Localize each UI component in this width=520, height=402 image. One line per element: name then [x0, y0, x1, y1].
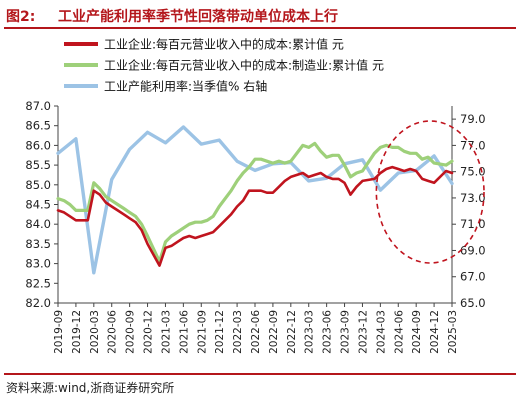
series-line-1 [56, 141, 454, 264]
x-tick-label: 2022-03 [232, 310, 244, 354]
x-tick-label: 2019-09 [53, 310, 65, 354]
y-left-tick-label: 83.5 [25, 237, 51, 251]
figure-number: 图2: [6, 9, 36, 25]
x-tick-label: 2023-03 [304, 310, 316, 354]
x-tick-label: 2021-03 [160, 310, 172, 354]
y-right-tick-label: 79.0 [460, 112, 486, 126]
legend-label: 工业产能利用率:当季值% 右轴 [104, 79, 267, 94]
legend-label: 工业企业:每百元营业收入中的成本:制造业:累计值 元 [104, 58, 384, 73]
x-tick-label: 2021-06 [178, 310, 190, 354]
y-right-tick-label: 65.0 [460, 296, 486, 310]
y-left-tick-label: 85.5 [25, 158, 51, 172]
series-layer [56, 125, 454, 275]
x-tick-label: 2024-09 [411, 310, 423, 354]
x-tick-label: 2020-06 [107, 310, 119, 354]
line-chart: 82.0 82.5 83.0 83.5 84.0 84.5 85.0 85.5 86.0 86.5… [25, 37, 485, 354]
y-left-tick-label: 83.0 [25, 257, 51, 271]
series-line-0 [56, 165, 454, 267]
x-tick-label: 2024-12 [429, 310, 441, 354]
highlight-ellipse [375, 120, 485, 264]
x-tick-label: 2024-06 [393, 310, 405, 354]
x-tick-label: 2022-06 [250, 310, 262, 354]
x-tick-label: 2023-09 [340, 310, 352, 354]
y-right-tick-label: 75.0 [460, 165, 486, 179]
y-left-tick-label: 87.0 [25, 99, 51, 113]
x-tick-label: 2021-12 [214, 310, 226, 354]
x-tick-label: 2024-03 [375, 310, 387, 354]
figure-header: 图2: 工业产能利用率季节性回落带动单位成本上行 [4, 4, 516, 28]
x-tick-label: 2020-09 [125, 310, 137, 354]
annotation-layer [375, 120, 485, 264]
footer-rule [4, 373, 516, 375]
x-tick-label: 2020-12 [143, 310, 155, 354]
x-tick-label: 2023-12 [357, 310, 369, 354]
y-left-tick-label: 86.5 [25, 119, 51, 133]
x-tick-label: 2022-09 [268, 310, 280, 354]
chart-axes: 82.0 82.5 83.0 83.5 84.0 84.5 85.0 85.5 86.0 86.5… [25, 99, 485, 354]
x-tick-label: 2022-12 [286, 310, 298, 354]
figure-title: 工业产能利用率季节性回落带动单位成本上行 [58, 9, 338, 25]
legend-label: 工业企业:每百元营业收入中的成本:累计值 元 [104, 37, 344, 52]
x-tick-label: 2019-12 [71, 310, 83, 354]
y-right-tick-label: 67.0 [460, 270, 486, 284]
y-left-tick-label: 82.5 [25, 276, 51, 290]
y-left-tick-label: 86.0 [25, 138, 51, 152]
header-rule [4, 27, 516, 29]
x-tick-label: 2020-03 [89, 310, 101, 354]
source-note: 资料来源:wind,浙商证券研究所 [6, 381, 175, 395]
x-tick-label: 2023-06 [322, 310, 334, 354]
y-right-tick-label: 77.0 [460, 138, 486, 152]
chart-legend: 工业企业:每百元营业收入中的成本:累计值 元工业企业:每百元营业收入中的成本:制… [64, 37, 384, 94]
x-tick-label: 2021-09 [196, 310, 208, 354]
y-left-tick-label: 82.0 [25, 296, 51, 310]
y-left-tick-label: 85.0 [25, 178, 51, 192]
y-right-tick-label: 69.0 [460, 243, 486, 257]
y-left-tick-label: 84.5 [25, 198, 51, 212]
series-line-2 [56, 125, 454, 275]
x-tick-label: 2025-03 [447, 310, 459, 354]
y-right-tick-label: 71.0 [460, 217, 486, 231]
y-left-tick-label: 84.0 [25, 217, 51, 231]
y-right-tick-label: 73.0 [460, 191, 486, 205]
